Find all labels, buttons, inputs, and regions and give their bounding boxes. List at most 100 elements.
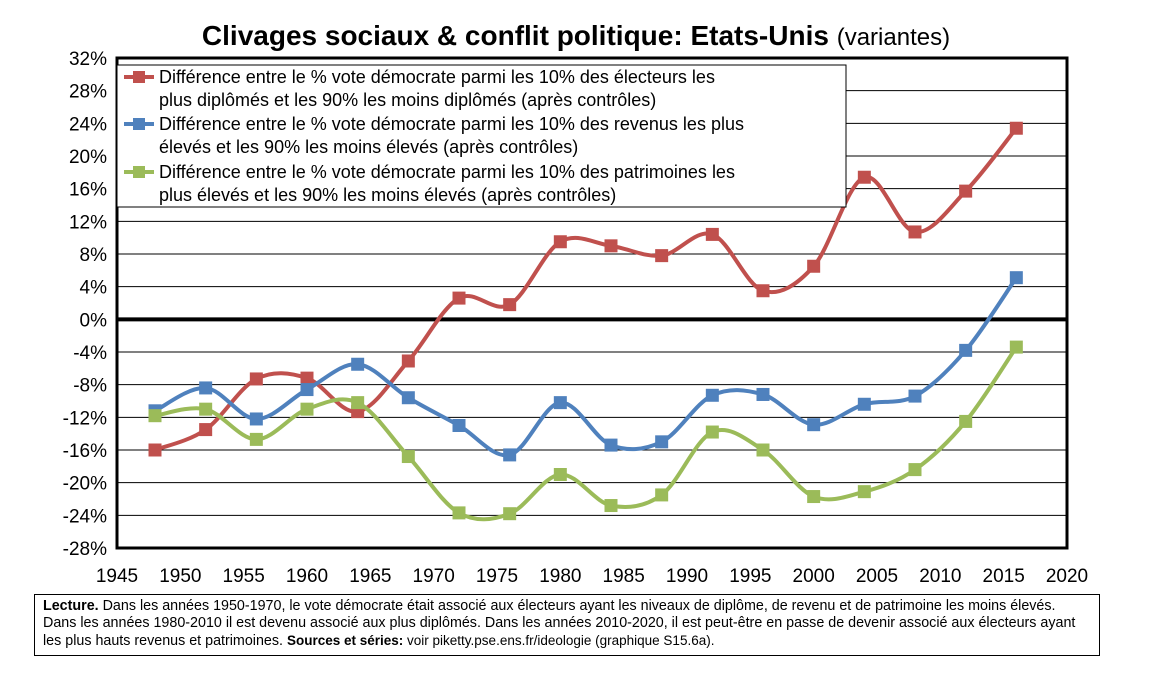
data-point — [959, 343, 973, 357]
data-point — [857, 397, 871, 411]
data-point — [249, 372, 263, 386]
x-tick-label: 2020 — [1046, 566, 1088, 587]
x-tick-label: 1955 — [223, 566, 265, 587]
data-point — [199, 381, 213, 395]
y-tick-label: 12% — [69, 212, 107, 233]
y-tick-label: -20% — [63, 474, 107, 495]
data-point — [604, 438, 618, 452]
legend-marker — [133, 71, 145, 83]
data-point — [1009, 340, 1023, 354]
data-point — [351, 396, 365, 410]
y-tick-label: 28% — [69, 82, 107, 103]
note-text: Dans les années 1950-1970, le vote démoc… — [43, 598, 1076, 649]
data-point — [1009, 121, 1023, 135]
x-tick-label: 1965 — [349, 566, 391, 587]
legend-marker — [133, 118, 145, 130]
data-point — [199, 402, 213, 416]
x-tick-label: 1950 — [159, 566, 201, 587]
legend-label: élevés et les 90% les moins élevés (aprè… — [159, 137, 578, 157]
legend-label: Différence entre le % vote démocrate par… — [159, 162, 735, 182]
legend-label: plus élevés et les 90% les moins élevés … — [159, 185, 616, 205]
data-point — [756, 284, 770, 298]
data-point — [503, 507, 517, 521]
y-axis-ticks: 32% 28% 24% 20% 16% 12% 8% 4% 0% -4% -8% -12% -16% -2… — [63, 49, 107, 560]
data-point — [503, 298, 517, 312]
y-tick-label: 16% — [69, 180, 107, 201]
data-point — [452, 291, 466, 305]
x-tick-label: 1995 — [729, 566, 771, 587]
data-point — [199, 423, 213, 437]
data-point — [249, 412, 263, 426]
y-tick-label: -16% — [63, 441, 107, 462]
data-point — [908, 225, 922, 239]
x-tick-label: 2005 — [856, 566, 898, 587]
plot-frame — [115, 56, 1069, 550]
x-tick-label: 2010 — [919, 566, 961, 587]
data-point — [401, 450, 415, 464]
data-point — [300, 402, 314, 416]
y-tick-label: 20% — [69, 147, 107, 168]
chart-title: Clivages sociaux & conflit politique: Et… — [0, 20, 1152, 52]
note-lead: Lecture. — [43, 598, 99, 614]
data-point — [148, 409, 162, 423]
data-point — [553, 396, 567, 410]
x-tick-label: 2000 — [793, 566, 835, 587]
data-point — [300, 383, 314, 397]
x-tick-label: 1990 — [666, 566, 708, 587]
data-point — [857, 485, 871, 499]
series-3 — [148, 340, 1023, 522]
y-tick-label: 0% — [80, 310, 108, 331]
note-sources-text: voir piketty.pse.ens.fr/ideologie (graph… — [403, 633, 715, 648]
x-tick-label: 1960 — [286, 566, 328, 587]
series-1 — [148, 121, 1023, 457]
data-point — [908, 389, 922, 403]
y-tick-label: 8% — [80, 245, 108, 266]
y-tick-label: -28% — [63, 539, 107, 560]
line-chart: 32% 28% 24% 20% 16% 12% 8% 4% 0% -4% -8% -12% -16% -2… — [63, 49, 1089, 587]
data-point — [807, 259, 821, 273]
x-tick-label: 1980 — [539, 566, 581, 587]
data-point — [705, 425, 719, 439]
y-tick-label: -4% — [73, 343, 107, 364]
y-tick-label: -24% — [63, 506, 107, 527]
x-tick-label: 1985 — [603, 566, 645, 587]
x-tick-label: 1975 — [476, 566, 518, 587]
data-point — [857, 170, 871, 184]
data-point — [1009, 271, 1023, 285]
data-point — [756, 443, 770, 457]
series-line — [154, 276, 1018, 458]
legend-label: Différence entre le % vote démocrate par… — [159, 114, 744, 134]
reading-note: Lecture. Dans les années 1950-1970, le v… — [34, 594, 1100, 656]
data-point — [553, 468, 567, 481]
data-point — [452, 506, 466, 520]
data-point — [401, 354, 415, 368]
data-point — [655, 249, 669, 263]
data-point — [604, 499, 618, 513]
legend-marker — [133, 166, 145, 178]
series-layer — [148, 121, 1023, 522]
x-tick-label: 1970 — [413, 566, 455, 587]
data-point — [705, 227, 719, 241]
note-sources-label: Sources et séries: — [286, 633, 404, 648]
data-point — [604, 239, 618, 253]
series-2 — [148, 271, 1023, 462]
chart-subtitle: (variantes) — [836, 24, 951, 51]
chart-title-main: Clivages sociaux & conflit politique: Et… — [201, 20, 829, 51]
x-tick-label: 2015 — [983, 566, 1025, 587]
data-point — [401, 391, 415, 405]
legend-label: plus diplômés et les 90% les moins diplô… — [159, 90, 656, 110]
data-point — [249, 432, 263, 446]
data-point — [300, 371, 314, 385]
data-point — [807, 418, 821, 432]
data-point — [959, 414, 973, 428]
y-tick-label: -12% — [63, 408, 107, 429]
legend-label: Différence entre le % vote démocrate par… — [159, 67, 715, 87]
data-point — [756, 387, 770, 401]
y-tick-label: 4% — [80, 278, 108, 299]
legend-box — [116, 64, 847, 208]
data-point — [655, 488, 669, 502]
data-point — [452, 419, 466, 432]
data-point — [503, 448, 517, 462]
data-point — [148, 443, 162, 457]
data-point — [807, 490, 821, 504]
